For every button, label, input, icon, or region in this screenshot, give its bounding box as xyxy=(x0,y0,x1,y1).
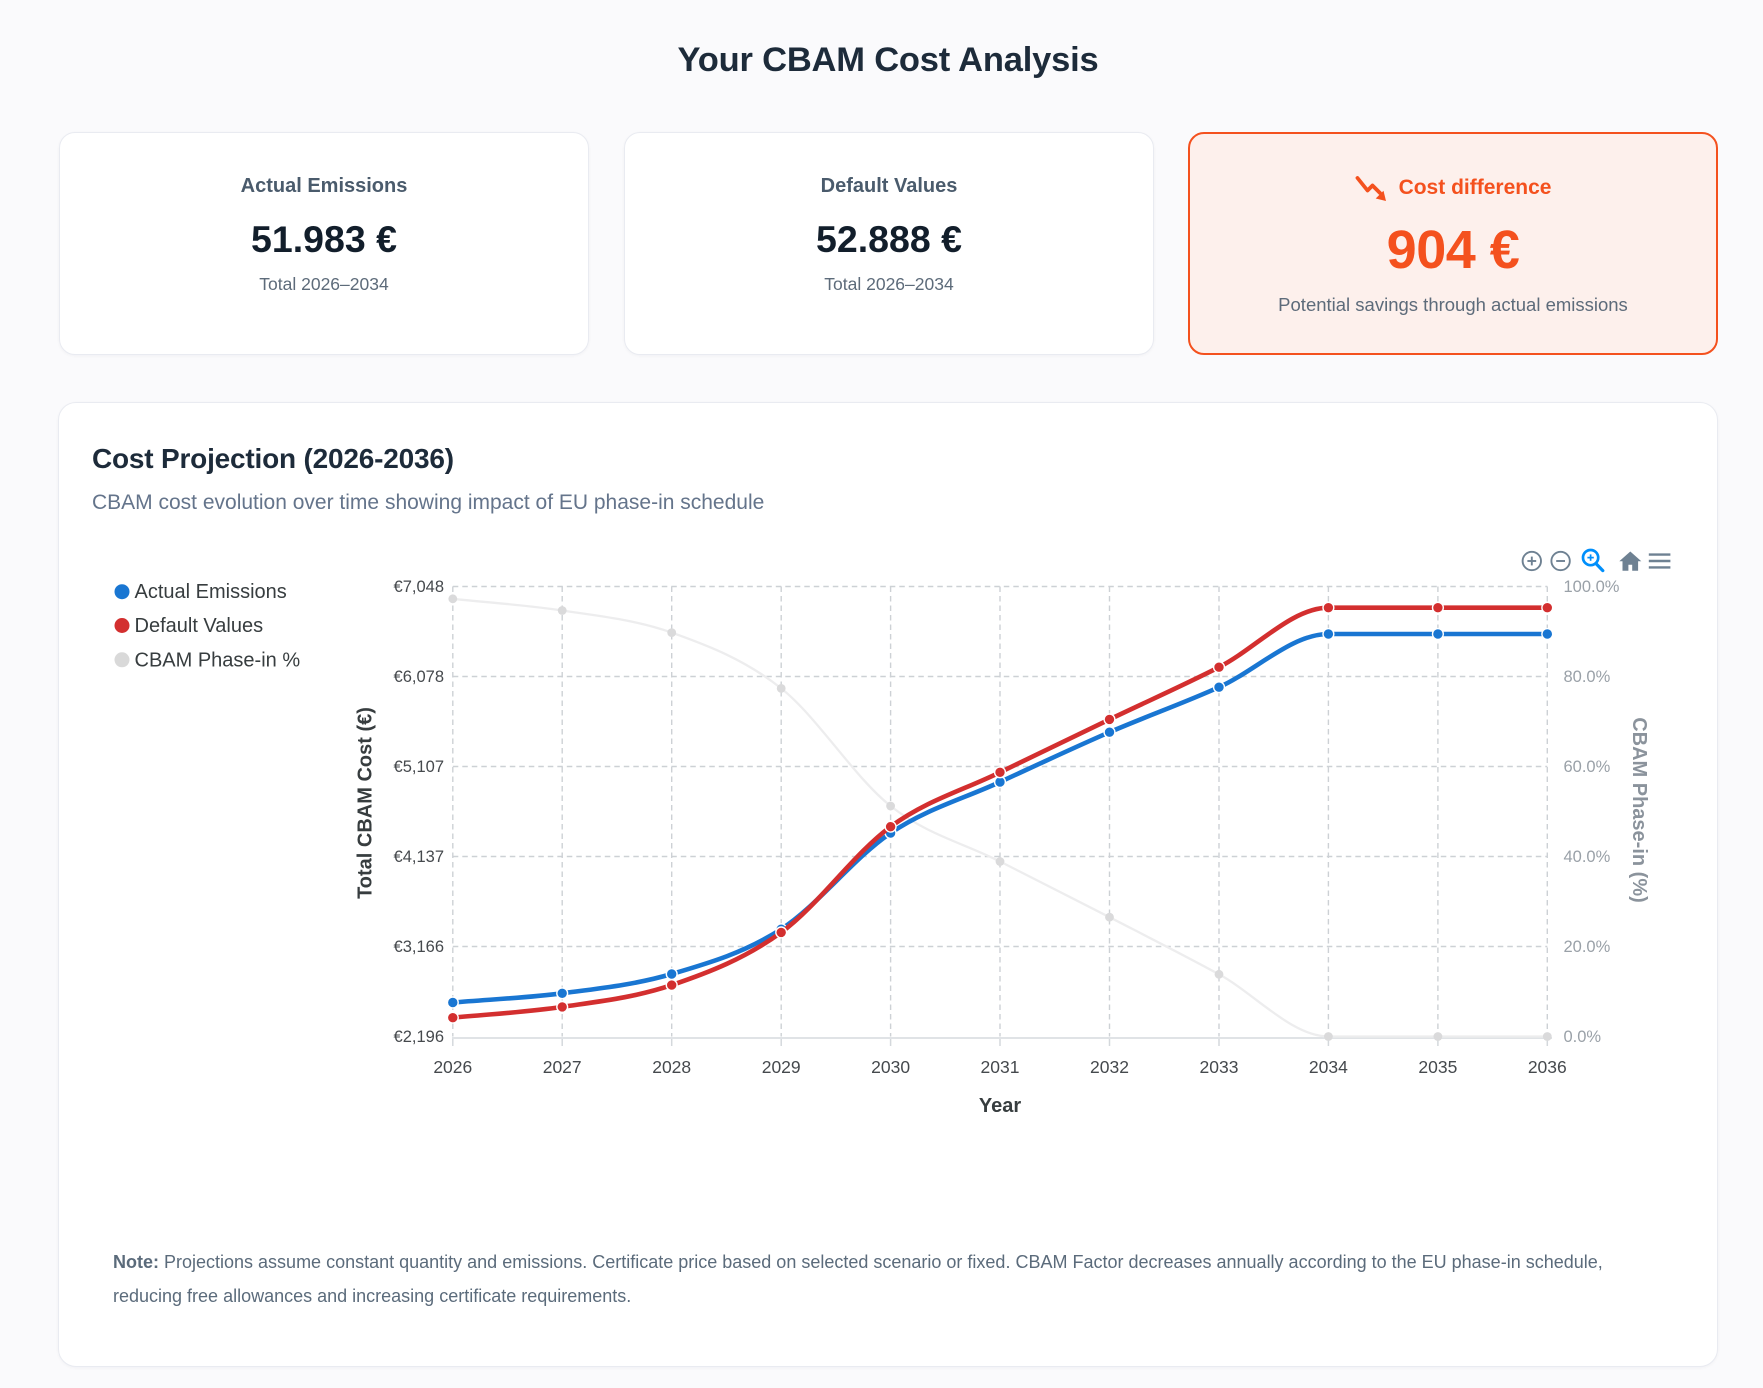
svg-text:20.0%: 20.0% xyxy=(1564,938,1611,956)
svg-text:2027: 2027 xyxy=(543,1057,582,1077)
svg-text:0.0%: 0.0% xyxy=(1564,1028,1602,1046)
svg-text:Year: Year xyxy=(979,1095,1021,1117)
svg-text:40.0%: 40.0% xyxy=(1564,848,1611,866)
svg-text:2033: 2033 xyxy=(1200,1057,1239,1077)
svg-text:2036: 2036 xyxy=(1528,1057,1567,1077)
svg-text:2026: 2026 xyxy=(433,1057,472,1077)
svg-text:CBAM Phase-in %: CBAM Phase-in % xyxy=(135,649,301,671)
svg-text:€6,078: €6,078 xyxy=(394,668,444,686)
svg-text:2031: 2031 xyxy=(981,1057,1020,1077)
svg-text:100.0%: 100.0% xyxy=(1564,578,1620,596)
svg-text:Default Values: Default Values xyxy=(135,615,264,637)
svg-text:€5,107: €5,107 xyxy=(394,758,444,776)
svg-text:€3,166: €3,166 xyxy=(394,938,444,956)
svg-text:Actual Emissions: Actual Emissions xyxy=(135,581,287,603)
svg-text:2035: 2035 xyxy=(1418,1057,1457,1077)
svg-text:€7,048: €7,048 xyxy=(394,578,444,596)
svg-text:2032: 2032 xyxy=(1090,1057,1129,1077)
svg-text:Total CBAM Cost (€): Total CBAM Cost (€) xyxy=(355,707,377,899)
svg-text:80.0%: 80.0% xyxy=(1564,668,1611,686)
svg-text:€4,137: €4,137 xyxy=(394,848,444,866)
svg-text:2034: 2034 xyxy=(1309,1057,1348,1077)
svg-text:CBAM Phase-in (%): CBAM Phase-in (%) xyxy=(1628,717,1650,903)
svg-text:2029: 2029 xyxy=(762,1057,801,1077)
svg-text:2030: 2030 xyxy=(871,1057,910,1077)
svg-text:2028: 2028 xyxy=(652,1057,691,1077)
svg-text:€2,196: €2,196 xyxy=(394,1028,444,1046)
svg-text:60.0%: 60.0% xyxy=(1564,758,1611,776)
